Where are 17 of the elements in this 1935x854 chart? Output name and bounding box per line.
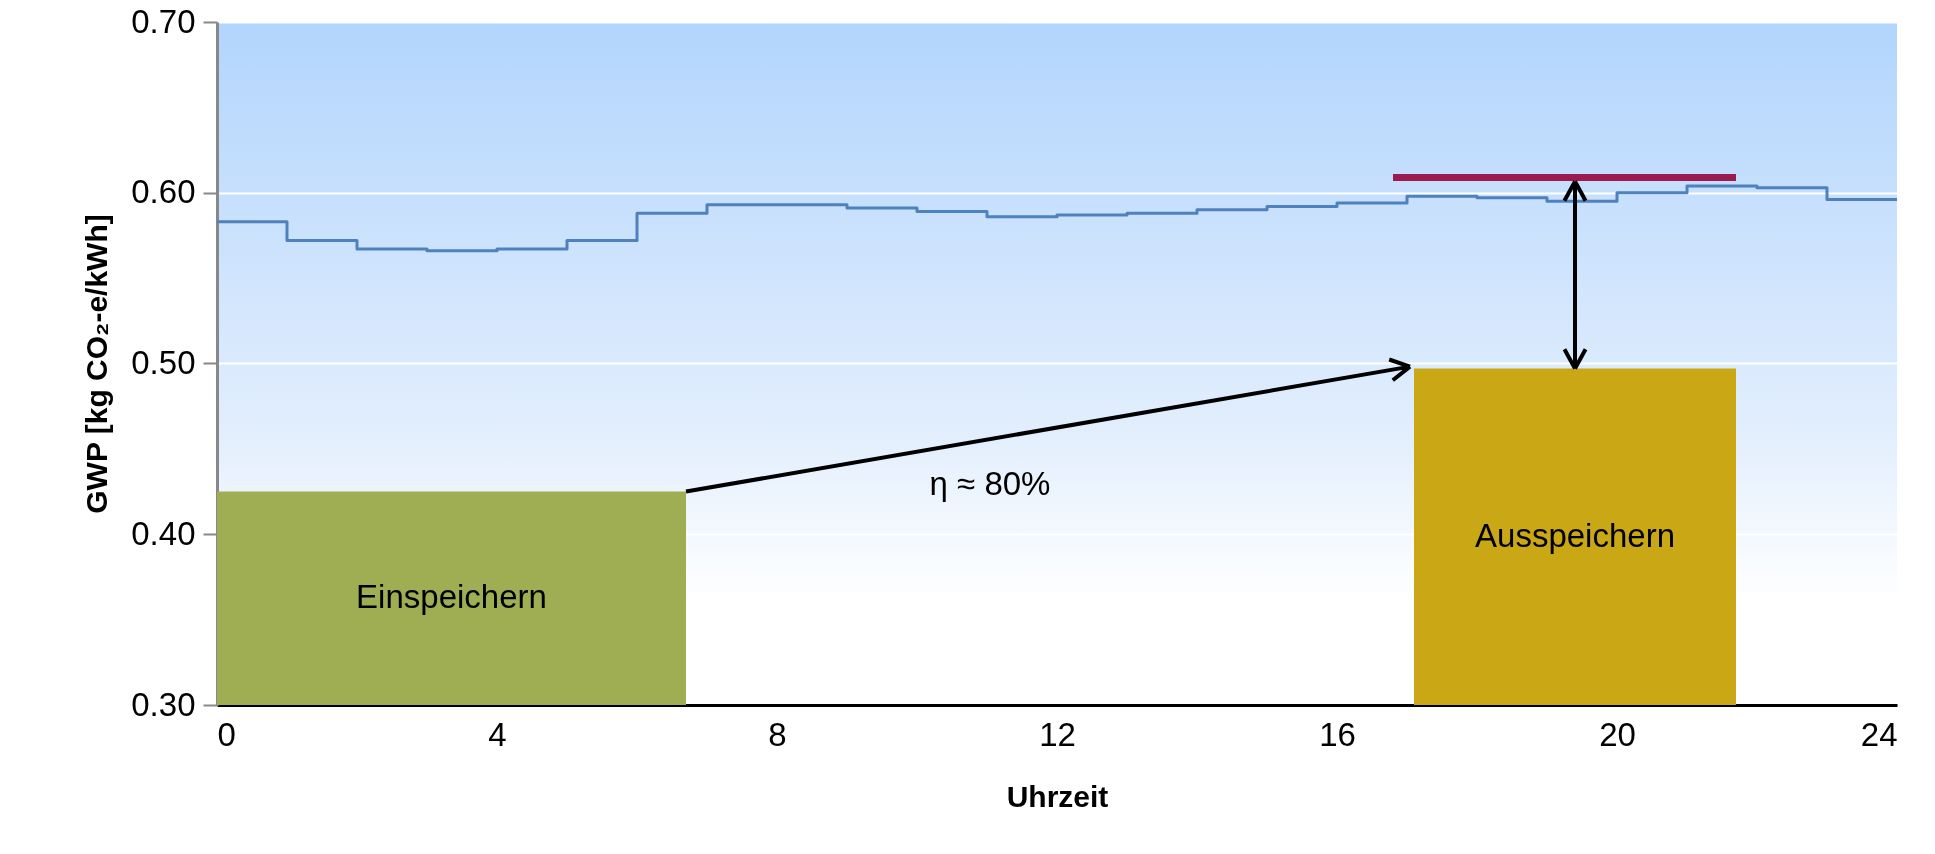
x-tick-label: 20 <box>1599 715 1636 753</box>
x-tick-label: 16 <box>1319 715 1356 753</box>
x-tick-label: 8 <box>768 715 787 753</box>
y-tick-label: 0.40 <box>131 514 196 552</box>
y-axis-title: GWP [kg CO₂-e/kWh] <box>80 214 114 514</box>
x-tick-label: 4 <box>488 715 507 753</box>
x-tick-label: 12 <box>1039 715 1076 753</box>
x-axis-title: Uhrzeit <box>1006 779 1109 813</box>
x-tick-label: 0 <box>217 715 236 753</box>
y-tick-label: 0.60 <box>131 173 196 211</box>
data-label: Ausspeichern <box>1475 516 1675 554</box>
y-tick-label: 0.70 <box>131 2 196 40</box>
x-tick-label: 24 <box>1860 715 1898 753</box>
annotation: η ≈ 80% <box>929 465 1051 503</box>
y-tick-label: 0.50 <box>131 344 196 381</box>
data-label: Einspeichern <box>356 578 547 616</box>
y-tick-label: 0.30 <box>131 685 196 723</box>
